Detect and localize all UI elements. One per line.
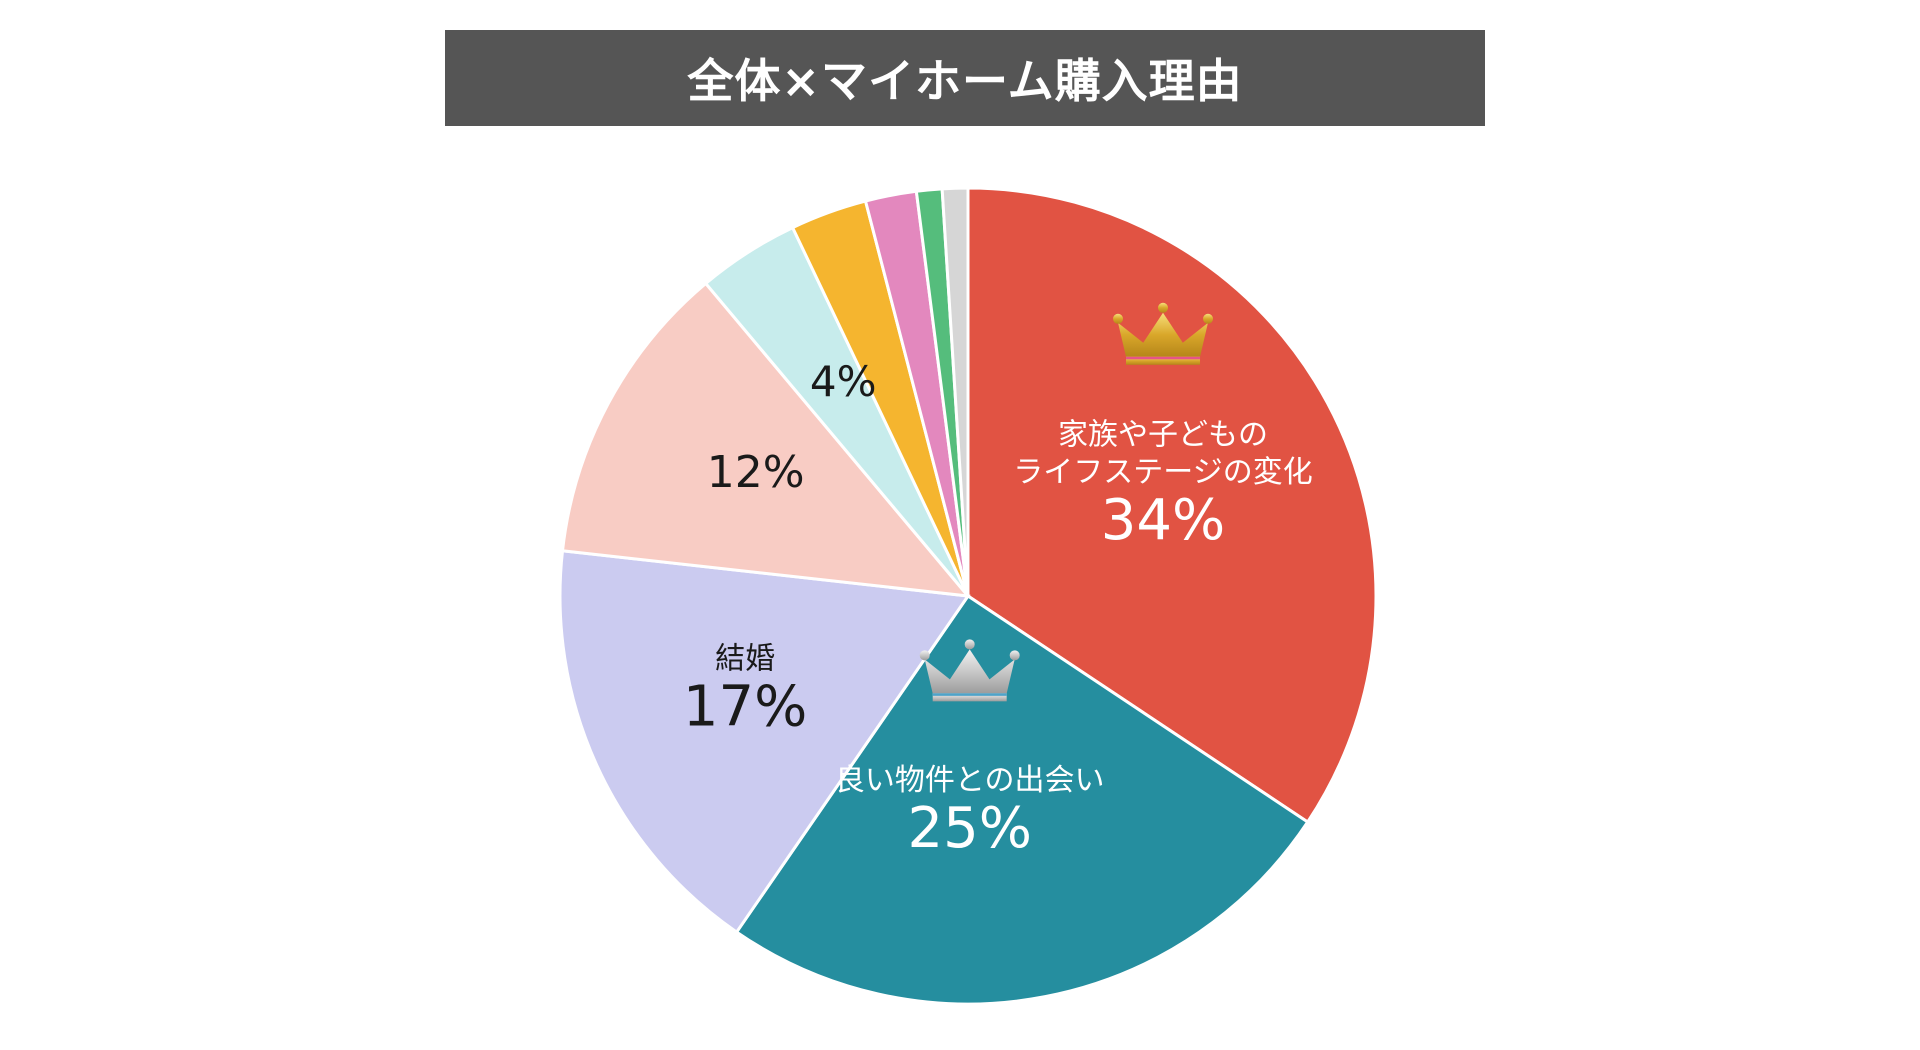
pie-slice-4 — [560, 281, 972, 598]
pie-slice-3 — [558, 549, 971, 935]
pie-slices — [558, 186, 1378, 1006]
gold-crown-icon — [1113, 302, 1214, 365]
slice-label-percent: 25% — [907, 796, 1031, 861]
slice-label-name: 家族や子どもの — [1058, 418, 1268, 453]
slice-label-percent: 12% — [707, 447, 805, 498]
pie-slice-9 — [940, 186, 970, 597]
slice-label-name: 結婚 — [715, 641, 775, 676]
slice-label-name: ライフステージの変化 — [1013, 455, 1312, 490]
slice-label-name: 良い物件との出会い — [835, 763, 1105, 798]
slice-label-percent: 4% — [810, 357, 877, 406]
chart-title-bar: 全体×マイホーム購入理由 — [445, 30, 1485, 126]
slice-label-percent: 17% — [683, 674, 807, 739]
slice-label-percent: 34% — [1101, 488, 1225, 553]
pie-slice-2 — [734, 593, 1310, 1006]
chart-title: 全体×マイホーム購入理由 — [687, 54, 1243, 108]
silver-crown-icon — [919, 639, 1020, 702]
